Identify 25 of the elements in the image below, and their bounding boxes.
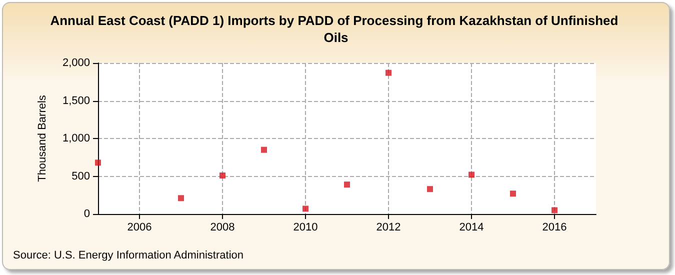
y-tick-label: 2,000 <box>62 57 90 69</box>
x-tick-label: 2008 <box>210 222 235 234</box>
point <box>261 146 267 153</box>
point <box>302 206 308 212</box>
point <box>178 195 184 202</box>
source-note: Source: U.S. Energy Information Administration <box>13 250 244 262</box>
y-tick-label: 1,500 <box>62 94 90 107</box>
point <box>220 172 226 178</box>
y-tick-label: 500 <box>72 170 90 182</box>
chart-title: Annual East Coast (PADD 1) Imports by PADD of Processing from Kazakhstan of Unfinished Oils <box>50 13 622 45</box>
y-tick-label: 0 <box>84 208 90 220</box>
point <box>552 207 558 214</box>
point <box>344 182 350 188</box>
x-tick-label: 2012 <box>376 222 401 234</box>
x-tick-label: 2014 <box>459 222 484 234</box>
point <box>386 70 392 76</box>
point <box>95 160 101 166</box>
point <box>427 186 433 192</box>
y-axis-title: Thousand Barrels <box>36 94 48 182</box>
x-tick-label: 2016 <box>542 222 567 234</box>
x-tick-label: 2006 <box>127 222 152 234</box>
y-tick-label: 1,000 <box>62 132 90 144</box>
x-tick-label: 2010 <box>293 222 318 234</box>
point <box>468 172 474 178</box>
point <box>510 190 516 197</box>
